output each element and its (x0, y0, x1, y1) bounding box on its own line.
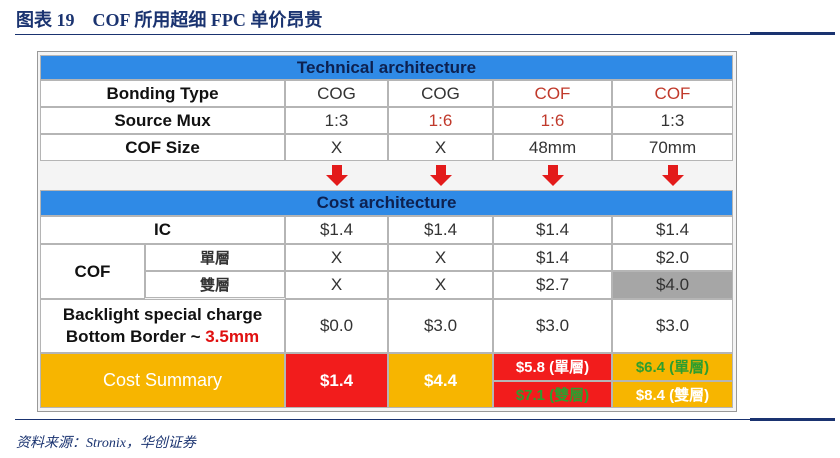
sub-label: 單層 (145, 244, 285, 271)
label-line: Bottom Border ~ 3.5mm (66, 326, 259, 348)
table-cell: COG (388, 80, 493, 107)
summary-cell: $1.4 (285, 353, 388, 408)
table-cell: $3.0 (388, 299, 493, 353)
title-rule-accent (750, 32, 835, 35)
table-cell: $1.4 (493, 216, 612, 244)
row-label: IC (40, 216, 285, 244)
summary-cell: $5.8 (單層) (493, 353, 612, 381)
label-line: Backlight special charge (62, 305, 263, 324)
down-arrow (661, 165, 684, 186)
table-cell: $2.0 (612, 244, 733, 271)
row-label: Source Mux (40, 107, 285, 134)
row-label: Backlight special charge Bottom Border ~ … (40, 299, 285, 353)
table-cell: $3.0 (493, 299, 612, 353)
table-cell: $1.4 (612, 216, 733, 244)
row-label: COF Size (40, 134, 285, 161)
label-highlight: 3.5mm (205, 327, 260, 346)
sub-label: 雙層 (145, 271, 285, 298)
table-cell: X (388, 244, 493, 271)
section-heading: Technical architecture (40, 55, 733, 80)
table-cell: COF (612, 80, 733, 107)
row-label: Cost Summary (40, 353, 285, 408)
table-cell: X (388, 134, 493, 161)
table-cell: $0.0 (285, 299, 388, 353)
source-rule-accent (750, 418, 835, 421)
table-cell: COG (285, 80, 388, 107)
source-rule (15, 419, 835, 420)
section-heading: Cost architecture (40, 190, 733, 216)
table-cell: X (285, 244, 388, 271)
summary-cell: $4.4 (388, 353, 493, 408)
table-cell: X (388, 271, 493, 299)
table-cell: 1:6 (493, 107, 612, 134)
table-cell: 70mm (612, 134, 733, 161)
table-cell: $1.4 (285, 216, 388, 244)
table-cell: $4.0 (612, 271, 733, 299)
row-label: COF (40, 244, 145, 299)
row-label: Bonding Type (40, 80, 285, 107)
figure-title: 图表 19 COF 所用超细 FPC 单价昂贵 (16, 10, 323, 30)
table-cell: $1.4 (493, 244, 612, 271)
table-cell: 1:6 (388, 107, 493, 134)
label-text: Bottom Border ~ (65, 327, 206, 346)
summary-cell: $6.4 (單層) (612, 353, 733, 381)
table-cell: X (285, 271, 388, 299)
down-arrow (429, 165, 452, 186)
table-cell: 48mm (493, 134, 612, 161)
title-rule (15, 34, 835, 35)
table-cell: X (285, 134, 388, 161)
table-cell: 1:3 (612, 107, 733, 134)
summary-cell: $8.4 (雙層) (612, 380, 733, 408)
table-cell: $1.4 (388, 216, 493, 244)
table-cell: 1:3 (285, 107, 388, 134)
summary-cell: $7.1 (雙層) (493, 380, 612, 408)
source-note: 资料来源：Stronix，华创证券 (16, 436, 196, 451)
table-cell: $3.0 (612, 299, 733, 353)
down-arrow (541, 165, 564, 186)
table-cell: $2.7 (493, 271, 612, 299)
down-arrow (325, 165, 348, 186)
table-cell: COF (493, 80, 612, 107)
